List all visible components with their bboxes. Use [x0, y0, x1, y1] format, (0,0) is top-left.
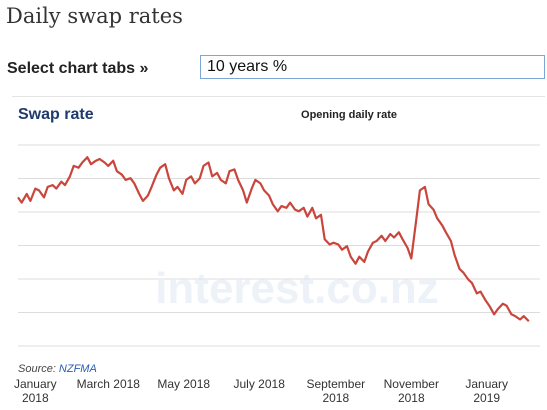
chart-title: Swap rate [18, 106, 94, 123]
series-group [17, 156, 530, 323]
chart-grid [18, 144, 540, 347]
x-axis-ticks: January 2018 March 2018 May 2018 July 2018 Se… [14, 377, 508, 405]
source-label: Source: NZFMA [18, 363, 97, 375]
chart-tabs-select[interactable]: 10 years % [200, 55, 545, 79]
x-tick-label: March 2018 [77, 377, 141, 391]
watermark: interest.co.nz [155, 264, 439, 313]
source-prefix: Source: [18, 363, 56, 375]
page-title: Daily swap rates [6, 4, 183, 28]
x-tick-label: May 2018 [157, 377, 210, 391]
x-tick-label: January 2019 [465, 377, 508, 405]
chart-panel: interest.co.nz Swap rate Opening daily r… [12, 96, 545, 410]
x-tick-label: January 2018 [14, 377, 57, 405]
x-tick-label: July 2018 [234, 377, 286, 391]
swap-rate-chart: interest.co.nz Swap rate Opening daily r… [14, 106, 540, 405]
x-tick-label: September 2018 [306, 377, 365, 405]
x-tick-label: November 2018 [384, 377, 439, 405]
chart-subtitle: Opening daily rate [301, 109, 397, 121]
source-link[interactable]: NZFMA [59, 363, 97, 375]
chart-tabs-label: Select chart tabs » [7, 60, 149, 77]
series-line [17, 156, 530, 323]
